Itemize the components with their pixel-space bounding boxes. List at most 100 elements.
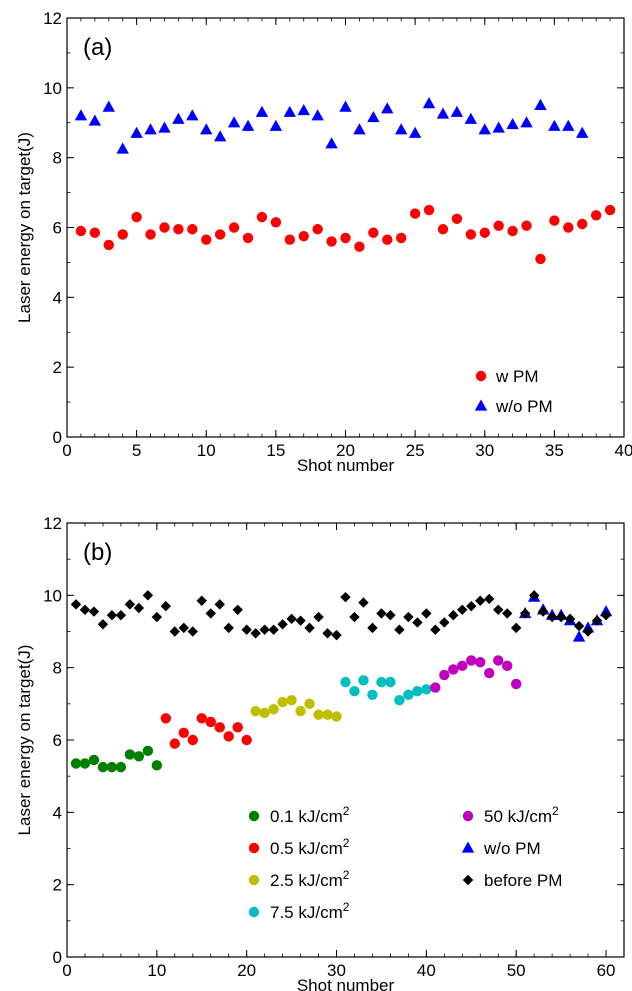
data-point (450, 105, 464, 117)
data-point (577, 218, 588, 230)
legend-entry: w/o PM (483, 839, 541, 858)
data-point (394, 624, 405, 635)
data-point (75, 225, 87, 237)
series-4 (430, 655, 522, 693)
x-axis-label: Shot number (297, 976, 395, 991)
data-point (464, 112, 478, 124)
data-point (537, 606, 549, 617)
legend-entry-superscript: 2 (552, 804, 559, 818)
data-point (396, 232, 407, 244)
data-point (223, 622, 234, 634)
data-point (313, 611, 324, 623)
data-point (572, 630, 586, 642)
data-point (283, 105, 296, 117)
data-point (214, 229, 226, 240)
data-point (313, 709, 324, 720)
panel-label: (a) (83, 34, 112, 61)
data-point (268, 624, 279, 635)
data-point (421, 608, 432, 619)
x-tick-label: 20 (237, 961, 256, 980)
data-point (475, 595, 486, 606)
data-point (259, 707, 270, 719)
data-point (241, 624, 252, 635)
data-point (563, 222, 574, 233)
data-point (277, 619, 288, 630)
data-point (200, 123, 213, 135)
x-tick-label: 30 (475, 441, 494, 460)
data-point (604, 204, 616, 216)
data-point (349, 685, 360, 697)
series-6 (70, 590, 612, 641)
data-point (381, 102, 394, 114)
data-point (590, 210, 602, 221)
y-tick-label: 4 (53, 288, 62, 307)
data-point (521, 220, 532, 231)
data-point (475, 657, 486, 668)
series-3 (340, 675, 432, 706)
data-point (223, 731, 234, 742)
data-point (232, 604, 243, 615)
data-point (298, 231, 309, 242)
panel-b: 0 10 20 30 40 50 60 0 2 4 6 8 10 12 Shot number Laser e… (15, 514, 625, 991)
data-point (354, 241, 365, 252)
data-point (457, 604, 468, 615)
data-point (430, 624, 441, 635)
data-point (546, 611, 558, 623)
data-point (159, 222, 170, 233)
data-point (205, 608, 216, 619)
data-point (430, 682, 441, 693)
data-point (241, 734, 252, 746)
legend-entry-name: 2.5 kJ/cm (270, 871, 343, 890)
data-point (172, 112, 185, 124)
legend-entry-superscript: 2 (343, 900, 350, 914)
data-point (331, 711, 342, 722)
data-point (510, 678, 522, 690)
data-point (528, 590, 540, 601)
legend-entry-name: 7.5 kJ/cm (270, 903, 343, 922)
legend-entry: 50 kJ/cm2 (484, 804, 559, 826)
data-point (187, 626, 198, 637)
legend-entry-name: 50 kJ/cm (484, 807, 552, 826)
data-point (448, 610, 459, 621)
legend-entry: 0.1 kJ/cm2 (270, 804, 350, 826)
panel-label: (b) (83, 539, 112, 566)
y-tick-label: 2 (53, 358, 62, 377)
data-point (151, 611, 163, 623)
data-point (250, 628, 261, 639)
data-point (242, 232, 254, 244)
data-point (591, 615, 603, 626)
data-point (259, 624, 270, 635)
data-point (286, 613, 297, 625)
data-point (519, 608, 531, 619)
x-tick-label: 5 (132, 441, 141, 460)
data-point (457, 660, 468, 672)
data-point (213, 130, 227, 142)
data-point (214, 722, 225, 733)
data-point (349, 611, 360, 623)
y-tick-label: 6 (53, 731, 62, 750)
data-point (297, 104, 310, 116)
data-point (507, 225, 518, 237)
data-point (79, 758, 91, 769)
data-point (160, 713, 172, 724)
data-point (423, 204, 435, 216)
series-1 (74, 97, 589, 154)
data-point (89, 227, 101, 238)
data-point (562, 119, 575, 131)
data-point (493, 604, 504, 615)
y-tick-label: 0 (53, 948, 62, 967)
legend-entry: 0.5 kJ/cm2 (270, 836, 350, 858)
data-point (478, 123, 491, 135)
data-point (479, 227, 490, 238)
data-point (88, 606, 100, 617)
y-tick-label: 10 (43, 586, 62, 605)
y-axis-label: Laser energy on target(J) (15, 132, 34, 323)
data-point (331, 629, 342, 641)
data-point (395, 123, 408, 135)
x-tick-label: 30 (327, 961, 346, 980)
data-point (106, 761, 118, 773)
data-point (124, 599, 136, 610)
data-point (437, 224, 449, 235)
data-point (196, 595, 207, 606)
data-point (403, 689, 414, 700)
